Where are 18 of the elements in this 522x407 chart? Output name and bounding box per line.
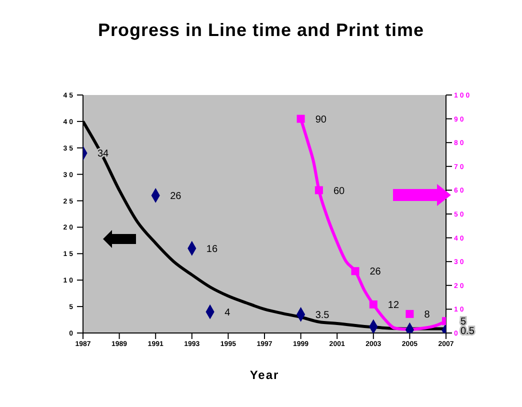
point [351,267,360,276]
data-label: 90 [315,114,327,126]
point [296,114,305,123]
data-label: 8 [424,310,430,321]
data-label: 26 [170,191,182,202]
chart-title: Progress in Line time and Print time [96,20,426,41]
x-axis-title: Year [250,368,280,382]
point [369,300,378,308]
data-label: 26 [370,266,382,278]
data-label: 5 [460,316,467,328]
data-label: 0.5 [460,326,475,337]
data-label: 4 [224,307,231,318]
data-label: 60 [333,186,346,197]
point [406,310,414,318]
data-label: 3.5 [315,310,330,322]
data-label: 16 [206,244,218,255]
point [314,186,323,194]
data-label: 12 [388,300,400,311]
